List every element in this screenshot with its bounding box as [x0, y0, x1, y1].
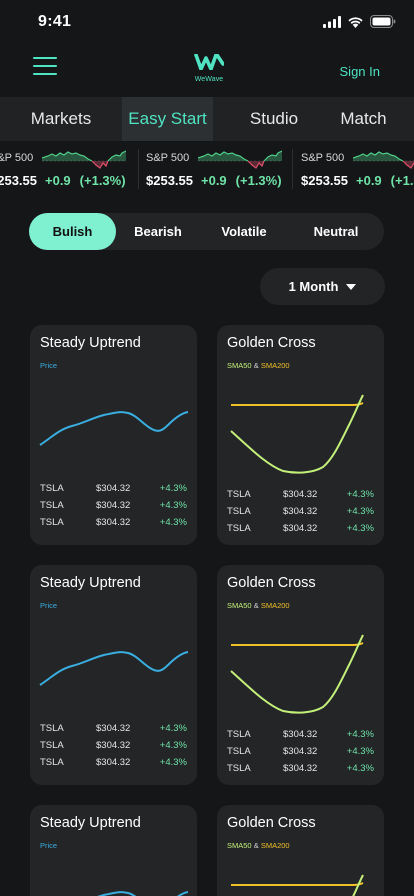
tab-studio[interactable]: Studio — [249, 109, 299, 128]
card-title: Steady Uptrend — [40, 335, 141, 351]
sentiment-filter: Bulish Bearish Volatile Neutral — [29, 213, 384, 250]
price-line-chart — [39, 411, 189, 446]
strategy-card-steady-uptrend[interactable]: Steady Uptrend Price TSLA $304.32 +4.3% TS… — [30, 565, 197, 785]
stock-row: TSLA $304.32 +4.3% — [227, 729, 374, 740]
card-subtitle: Price — [40, 841, 58, 850]
stock-row: TSLA $304.32 +4.3% — [40, 723, 187, 734]
stock-row: TSLA $304.32 +4.3% — [40, 483, 187, 494]
sparkline-chart — [353, 151, 414, 169]
caret-down-icon — [346, 283, 357, 290]
status-bar: 9:41 — [0, 0, 414, 44]
sparkline-chart — [42, 150, 126, 169]
sma-crossover-chart — [230, 394, 364, 474]
ticker-change: +0.9 — [45, 173, 71, 188]
logo-text: WeWave — [194, 76, 224, 83]
filter-bullish[interactable]: Bulish — [29, 213, 116, 250]
filter-bearish[interactable]: Bearish — [134, 224, 182, 239]
strategy-card-golden-cross[interactable]: Golden Cross SMA50 & SMA200 TSLA $304.32 +… — [217, 565, 384, 785]
stock-row: TSLA $304.32 +4.3% — [227, 746, 374, 757]
menu-icon[interactable] — [33, 57, 57, 77]
stock-row: TSLA $304.32 +4.3% — [227, 506, 374, 517]
ticker-item[interactable]: S&P 500 $253.55 +0.9 (+1.3%) — [0, 141, 140, 193]
tab-markets[interactable]: Markets — [30, 109, 92, 128]
ticker-item[interactable]: S&P 500 $253.55 +0.9 (+1.3%) — [301, 141, 414, 193]
sign-in-link[interactable]: Sign In — [339, 64, 380, 79]
ticker-divider — [292, 149, 293, 189]
signal-icon — [323, 15, 341, 28]
ticker-name: S&P 500 — [146, 152, 190, 164]
stock-row: TSLA $304.32 +4.3% — [40, 517, 187, 528]
battery-icon — [370, 15, 396, 28]
card-subtitle: SMA50 & SMA200 — [227, 601, 290, 610]
top-tabs: Markets Easy Start Studio Match — [0, 97, 414, 141]
strategy-card-steady-uptrend[interactable]: Steady Uptrend Price TSLA $304.32 +4.3% TS… — [30, 325, 197, 545]
logo: WeWave — [189, 53, 229, 83]
ticker-divider — [138, 149, 139, 189]
card-title: Golden Cross — [227, 815, 316, 831]
ticker-price: $253.55 — [0, 173, 37, 188]
filter-neutral[interactable]: Neutral — [313, 224, 359, 239]
price-line-chart — [97, 891, 189, 896]
stock-rows: TSLA $304.32 +4.3% TSLA $304.32 +4.3% TSLA $3… — [40, 483, 187, 534]
wewave-logo-icon — [194, 53, 225, 71]
app-header: WeWave Sign In — [0, 44, 414, 96]
sma-crossover-chart — [230, 634, 364, 714]
strategy-card-steady-uptrend[interactable]: Steady Uptrend Price — [30, 805, 197, 896]
stock-row: TSLA $304.32 +4.3% — [40, 500, 187, 511]
card-title: Golden Cross — [227, 335, 316, 351]
stock-rows: TSLA $304.32 +4.3% TSLA $304.32 +4.3% TSLA $3… — [227, 489, 374, 540]
card-title: Golden Cross — [227, 575, 316, 591]
strategy-card-golden-cross[interactable]: Golden Cross SMA50 & SMA200 — [217, 805, 384, 896]
card-subtitle: SMA50 & SMA200 — [227, 361, 290, 370]
ticker-change: +0.9 — [201, 173, 227, 188]
stock-row: TSLA $304.32 +4.3% — [227, 763, 374, 774]
ticker-pct: (+1.3%) — [235, 173, 282, 188]
sma-crossover-chart — [231, 874, 364, 896]
stock-rows: TSLA $304.32 +4.3% TSLA $304.32 +4.3% TSLA $3… — [40, 723, 187, 774]
ticker-price: $253.55 — [146, 173, 193, 188]
ticker-item[interactable]: S&P 500 $253.55 +0.9 (+1.3%) — [146, 141, 296, 193]
stock-row: TSLA $304.32 +4.3% — [227, 489, 374, 500]
market-ticker: S&P 500 $253.55 +0.9 (+1.3%) S&P 500 $253.… — [0, 141, 414, 193]
period-dropdown[interactable]: 1 Month — [260, 268, 385, 305]
filter-volatile[interactable]: Volatile — [221, 224, 267, 239]
tab-match[interactable]: Match — [340, 109, 387, 128]
stock-row: TSLA $304.32 +4.3% — [40, 740, 187, 751]
stock-row: TSLA $304.32 +4.3% — [40, 757, 187, 768]
ticker-name: S&P 500 — [0, 152, 34, 164]
ticker-change: +0.9 — [356, 173, 382, 188]
period-label: 1 Month — [288, 279, 339, 294]
ticker-pct: (+1.3%) — [390, 173, 414, 188]
card-subtitle: Price — [40, 601, 58, 610]
stock-row: TSLA $304.32 +4.3% — [227, 523, 374, 534]
ticker-price: $253.55 — [301, 173, 348, 188]
strategy-card-golden-cross[interactable]: Golden Cross SMA50 & SMA200 TSLA $304.32 +… — [217, 325, 384, 545]
wifi-icon — [348, 16, 363, 28]
status-time: 9:41 — [38, 13, 72, 30]
tab-easy-start[interactable]: Easy Start — [122, 97, 213, 141]
price-line-chart — [39, 651, 189, 686]
card-title: Steady Uptrend — [40, 575, 141, 591]
card-title: Steady Uptrend — [40, 815, 141, 831]
card-subtitle: SMA50 & SMA200 — [227, 841, 290, 850]
stock-rows: TSLA $304.32 +4.3% TSLA $304.32 +4.3% TSLA $3… — [227, 729, 374, 780]
sparkline-chart — [198, 150, 282, 169]
ticker-name: S&P 500 — [301, 152, 345, 164]
card-subtitle: Price — [40, 361, 58, 370]
ticker-pct: (+1.3%) — [79, 173, 126, 188]
